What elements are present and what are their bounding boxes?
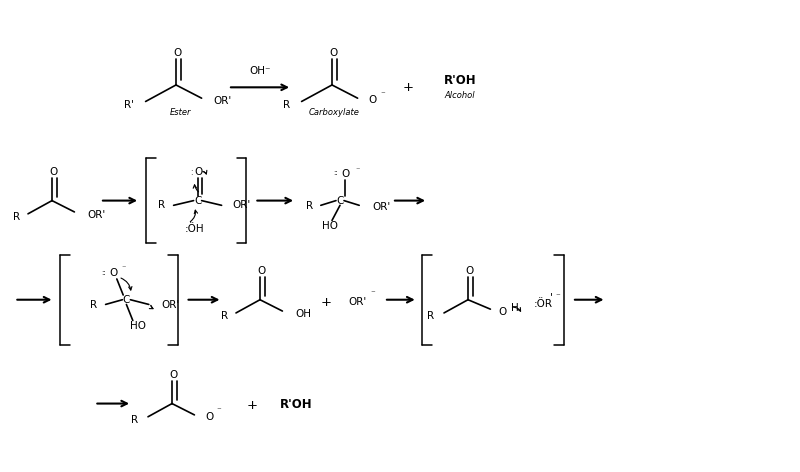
Text: O: O xyxy=(170,370,178,380)
Text: R: R xyxy=(158,200,166,211)
Text: +: + xyxy=(402,81,414,94)
Text: :ÖR: :ÖR xyxy=(534,299,553,310)
Text: R'OH: R'OH xyxy=(444,74,476,87)
Text: O: O xyxy=(258,266,266,277)
Text: R: R xyxy=(131,414,138,425)
Text: OR': OR' xyxy=(348,297,366,307)
Text: HO: HO xyxy=(130,320,146,331)
Text: O: O xyxy=(498,307,506,317)
Text: O: O xyxy=(194,167,202,177)
Text: :: : xyxy=(190,168,193,177)
Text: R: R xyxy=(13,211,20,222)
Text: Ester: Ester xyxy=(170,108,191,117)
Text: R: R xyxy=(221,311,228,321)
Text: OH: OH xyxy=(295,309,311,319)
Text: C: C xyxy=(194,195,202,206)
Text: OR': OR' xyxy=(372,202,390,212)
Text: R: R xyxy=(427,311,434,321)
Text: +: + xyxy=(321,295,332,309)
Text: O: O xyxy=(174,48,182,58)
Text: ::: :: xyxy=(102,270,106,276)
Text: R'OH: R'OH xyxy=(280,398,312,411)
Text: +: + xyxy=(246,399,258,413)
Text: O: O xyxy=(50,167,58,177)
Text: ⁻: ⁻ xyxy=(121,263,126,273)
Text: ⁻: ⁻ xyxy=(216,406,221,416)
Text: O: O xyxy=(206,412,214,422)
Text: R': R' xyxy=(125,100,134,110)
Text: ⁻: ⁻ xyxy=(355,165,360,174)
Text: OR': OR' xyxy=(214,96,232,106)
Text: R: R xyxy=(283,100,290,110)
Text: OR': OR' xyxy=(233,200,251,211)
Text: O: O xyxy=(330,48,338,58)
Text: R: R xyxy=(306,201,313,211)
Text: ': ' xyxy=(550,292,553,303)
Text: ⁻: ⁻ xyxy=(555,292,560,302)
Text: HO: HO xyxy=(322,220,338,231)
Text: O: O xyxy=(369,95,377,105)
Text: OH⁻: OH⁻ xyxy=(250,66,270,76)
Text: ::: :: xyxy=(333,170,338,176)
Text: ⁻: ⁻ xyxy=(381,90,386,99)
Text: OR': OR' xyxy=(87,210,106,220)
Text: O: O xyxy=(466,266,474,277)
Text: OR': OR' xyxy=(162,300,180,311)
Text: :ÖH: :ÖH xyxy=(185,224,204,234)
Text: O: O xyxy=(110,268,118,278)
Text: ⁻: ⁻ xyxy=(370,289,375,299)
Text: H: H xyxy=(511,303,519,313)
Text: Alcohol: Alcohol xyxy=(445,91,475,100)
Text: R: R xyxy=(90,300,98,311)
Text: Carboxylate: Carboxylate xyxy=(308,108,359,117)
Text: C: C xyxy=(336,195,344,206)
Text: O: O xyxy=(342,169,350,179)
Text: C: C xyxy=(122,295,130,305)
